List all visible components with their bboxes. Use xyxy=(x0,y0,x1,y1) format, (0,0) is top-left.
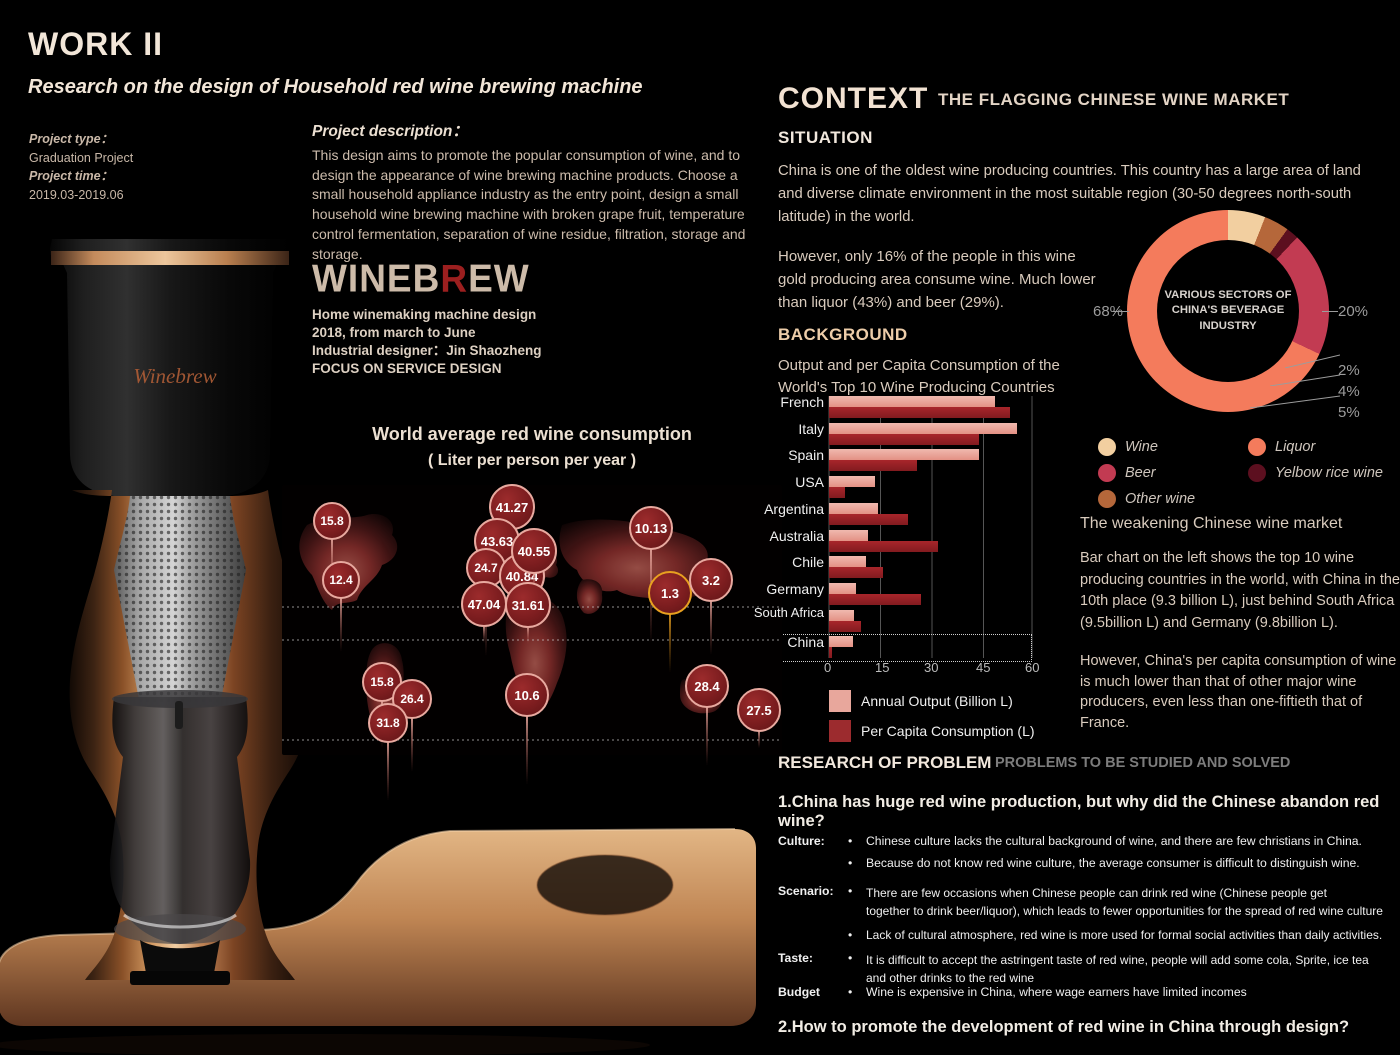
svg-text:Winebrew: Winebrew xyxy=(133,364,216,388)
